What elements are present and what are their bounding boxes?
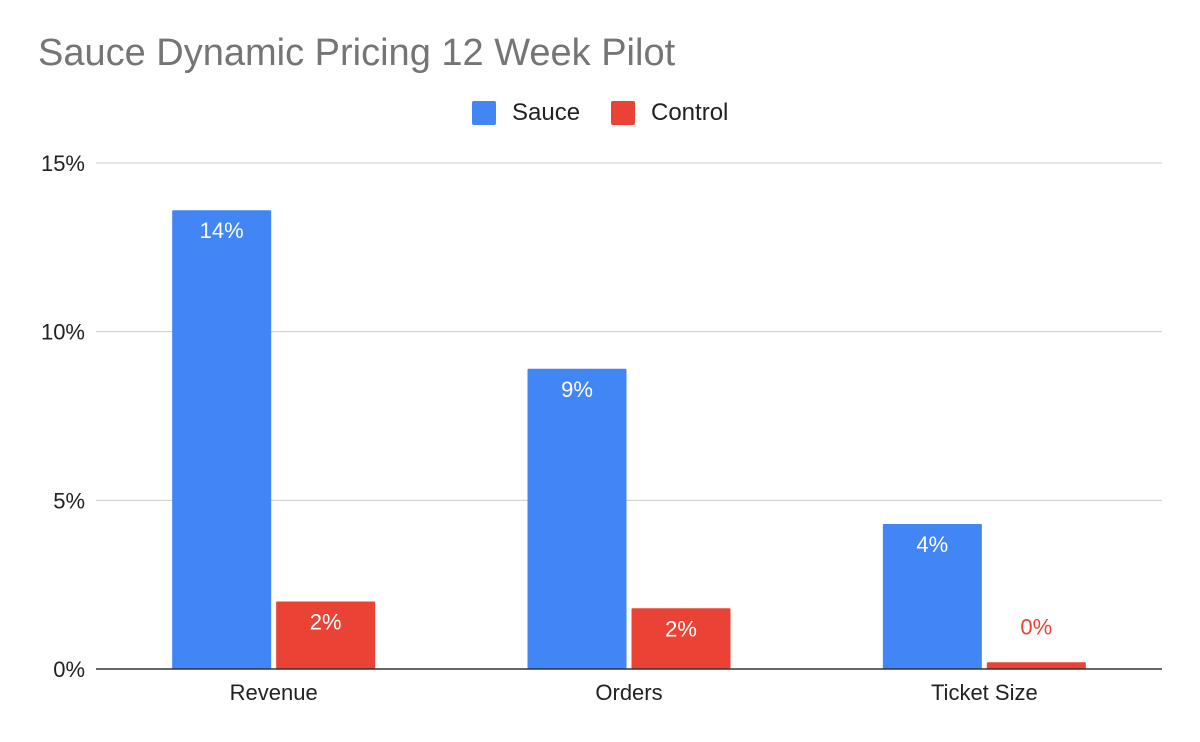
chart-title: Sauce Dynamic Pricing 12 Week Pilot [38,32,676,74]
y-tick-label: 0% [53,657,85,682]
bar-sauce-orders [527,368,627,669]
bar-control-revenue [276,601,376,669]
x-tick-label: Revenue [230,680,318,705]
y-tick-label: 10% [41,320,85,345]
y-tick-label: 5% [53,488,85,513]
data-label: 4% [916,532,948,557]
legend-swatch-sauce [472,101,496,125]
legend-label-control: Control [651,99,729,126]
bar-sauce-revenue [172,210,272,669]
data-label: 14% [200,218,244,243]
data-label: 2% [665,616,697,641]
legend-item-sauce[interactable]: Sauce [472,96,580,130]
bar-sauce-ticket-size [882,523,982,669]
x-tick-label: Orders [595,680,662,705]
data-label: 2% [310,610,342,635]
y-tick-label: 15% [41,151,85,176]
legend-item-control[interactable]: Control [611,96,728,130]
legend-label-sauce: Sauce [512,99,581,126]
data-label: 0% [1020,614,1052,639]
bar-control-ticket-size [986,662,1086,669]
data-label: 9% [561,377,593,402]
bar-control-orders [631,608,731,669]
legend-swatch-control [611,101,635,125]
x-tick-label: Ticket Size [931,680,1038,705]
legend: Sauce Control [0,96,1200,130]
